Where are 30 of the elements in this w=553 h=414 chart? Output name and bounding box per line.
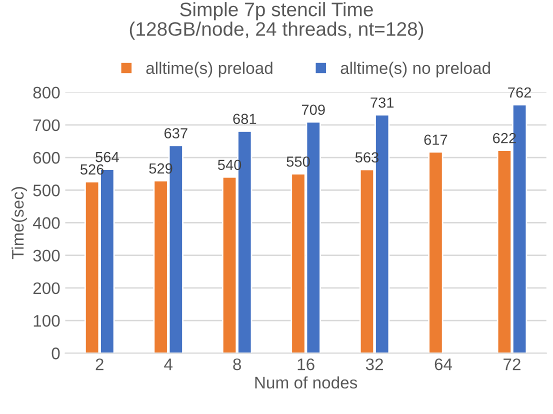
data-label: 762 [508,87,531,98]
y-axis-title: Time(sec) [11,187,28,260]
y-tick-label: 100 [34,314,60,327]
x-tick-label: 64 [434,358,452,370]
y-tick-label: 700 [33,119,60,132]
x-tick-label: 72 [504,358,520,370]
y-tick-label: 500 [33,184,60,196]
y-tick-label: 600 [33,152,60,164]
y-tick-label: 400 [32,217,60,229]
x-tick-label: 16 [298,358,314,370]
y-tick-label: 0 [52,348,60,360]
data-label: 731 [370,97,394,108]
y-tick-label: 800 [33,86,60,99]
y-tick-label: 300 [33,250,60,262]
x-tick-label: 32 [366,358,383,370]
y-tick-label: 200 [33,282,60,294]
chart-title: Simple 7p stencil Time (128GB/node, 24 threads, nt=128) [130,2,424,40]
data-label: 681 [233,114,256,124]
data-label: 709 [302,104,325,115]
legend-label: alltime(s) no preload [340,62,490,78]
data-label: 637 [164,128,188,138]
legend-label: alltime(s) preload [146,62,272,78]
data-label: 617 [424,134,448,145]
x-tick-label: 8 [233,358,241,370]
x-tick-label: 2 [96,358,104,370]
data-label: 564 [96,152,119,162]
data-label: 526 [80,164,104,175]
x-axis-title: Num of nodes [255,376,358,389]
x-tick-label: 4 [164,358,172,370]
bar [428,151,444,354]
